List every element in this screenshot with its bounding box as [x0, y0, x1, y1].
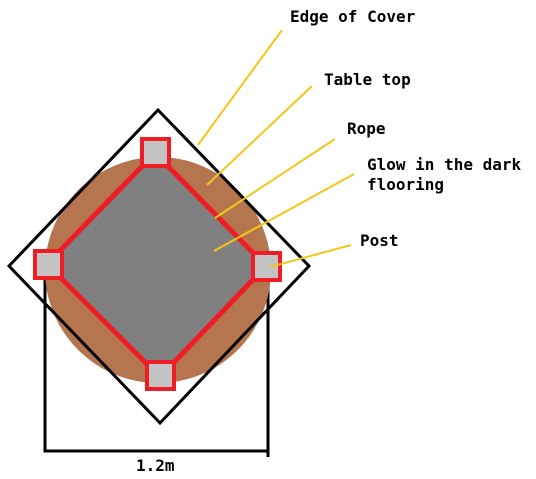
post-top — [140, 137, 171, 168]
leader-edge-of-cover — [197, 29, 283, 146]
label-glow-line1: Glow in the dark — [367, 155, 521, 174]
label-glow-line2: flooring — [367, 175, 444, 194]
label-rope: Rope — [347, 119, 386, 138]
leader-rope — [214, 138, 336, 219]
label-table-top: Table top — [324, 70, 411, 89]
post-right — [251, 251, 282, 282]
leader-table-top — [206, 85, 313, 186]
dimension-label: 1.2m — [136, 456, 175, 475]
label-post: Post — [360, 231, 399, 250]
label-edge-of-cover: Edge of Cover — [290, 7, 415, 26]
post-left — [33, 249, 64, 280]
leader-post — [269, 244, 352, 268]
post-bottom — [145, 360, 176, 391]
dimension-bracket — [43, 278, 270, 453]
edge-of-cover-outline — [6, 107, 312, 426]
leader-glow-flooring — [213, 173, 355, 252]
